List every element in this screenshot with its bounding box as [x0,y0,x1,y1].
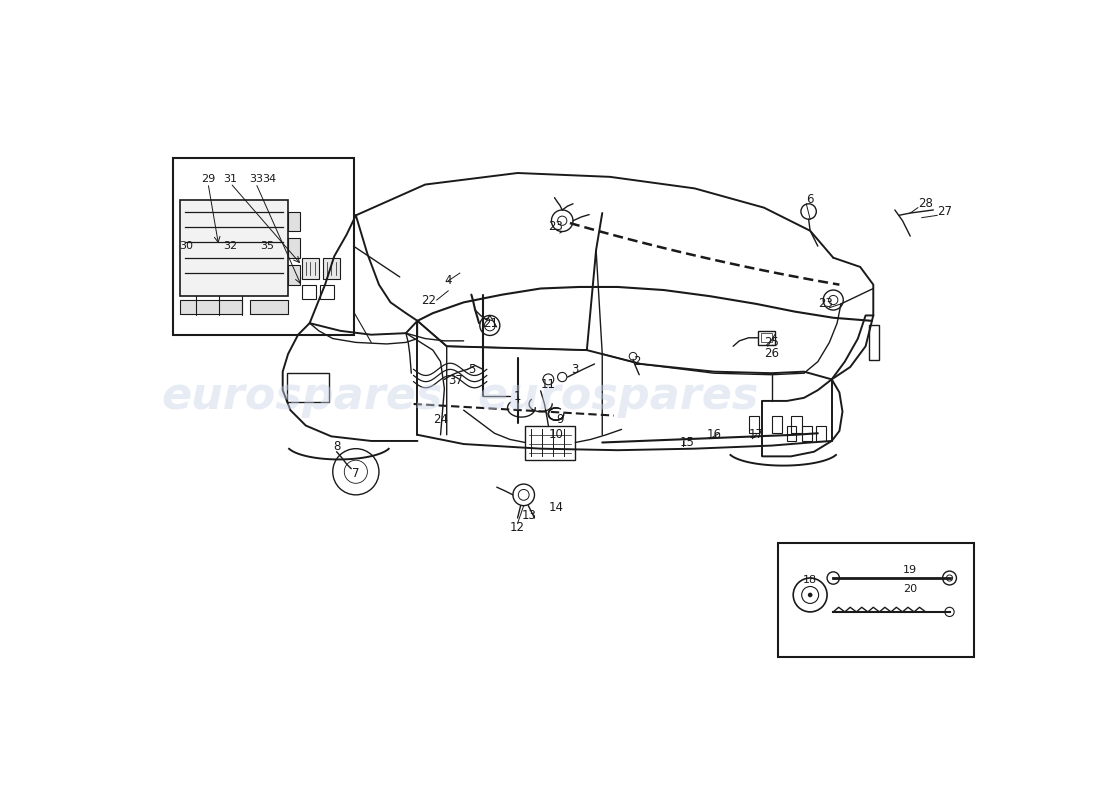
Text: 16: 16 [706,428,722,442]
Text: 13: 13 [521,509,537,522]
Text: 30: 30 [179,241,194,251]
Bar [772,416,782,434]
Text: 26: 26 [764,347,779,361]
Bar [180,300,242,314]
Text: eurospares: eurospares [162,374,442,418]
Text: 29: 29 [201,174,216,184]
Text: 28: 28 [918,198,933,210]
Bar [286,373,329,402]
Text: 21: 21 [483,317,498,330]
Text: eurospares: eurospares [477,374,758,418]
Text: 32: 32 [223,241,238,251]
Bar [322,258,340,279]
Bar [250,300,288,314]
Text: 23: 23 [549,220,563,234]
Text: 12: 12 [510,521,525,534]
Text: 11: 11 [541,378,556,391]
Text: 3: 3 [572,363,579,376]
Bar [288,238,299,258]
Text: 7: 7 [352,467,360,480]
Text: 8: 8 [333,440,340,453]
Text: 22: 22 [421,294,437,306]
Bar [288,266,299,285]
Text: 9: 9 [557,413,563,426]
Text: 37: 37 [449,374,463,387]
Bar [288,211,299,230]
Bar [791,416,802,434]
Bar [778,542,975,657]
Bar [758,331,774,345]
Text: 17: 17 [749,428,763,442]
Bar [761,333,772,342]
Text: 35: 35 [261,241,274,251]
Text: 6: 6 [806,194,814,206]
Text: 2: 2 [634,355,640,368]
Text: 19: 19 [903,565,917,574]
Text: 4: 4 [444,274,452,287]
Text: 14: 14 [549,502,563,514]
Bar [803,426,812,441]
Bar [320,285,334,298]
Text: 31: 31 [223,174,238,184]
Bar [173,158,353,334]
Text: 33: 33 [249,174,263,184]
Text: 15: 15 [680,436,694,449]
Text: 27: 27 [937,205,953,218]
Bar [869,326,879,360]
Text: 1: 1 [514,390,521,403]
Bar [749,416,759,434]
Bar [526,426,575,460]
Text: 34: 34 [262,174,276,184]
Text: 23: 23 [818,298,833,310]
Text: 25: 25 [764,336,779,349]
Text: 18: 18 [803,574,817,585]
Bar [301,285,316,298]
Text: 5: 5 [468,363,475,376]
Text: 24: 24 [433,413,448,426]
Circle shape [807,593,813,598]
Bar [816,426,825,441]
Bar [180,200,288,296]
Bar [301,258,319,279]
Text: 20: 20 [903,584,917,594]
Bar [788,426,796,441]
Text: 10: 10 [549,428,563,442]
